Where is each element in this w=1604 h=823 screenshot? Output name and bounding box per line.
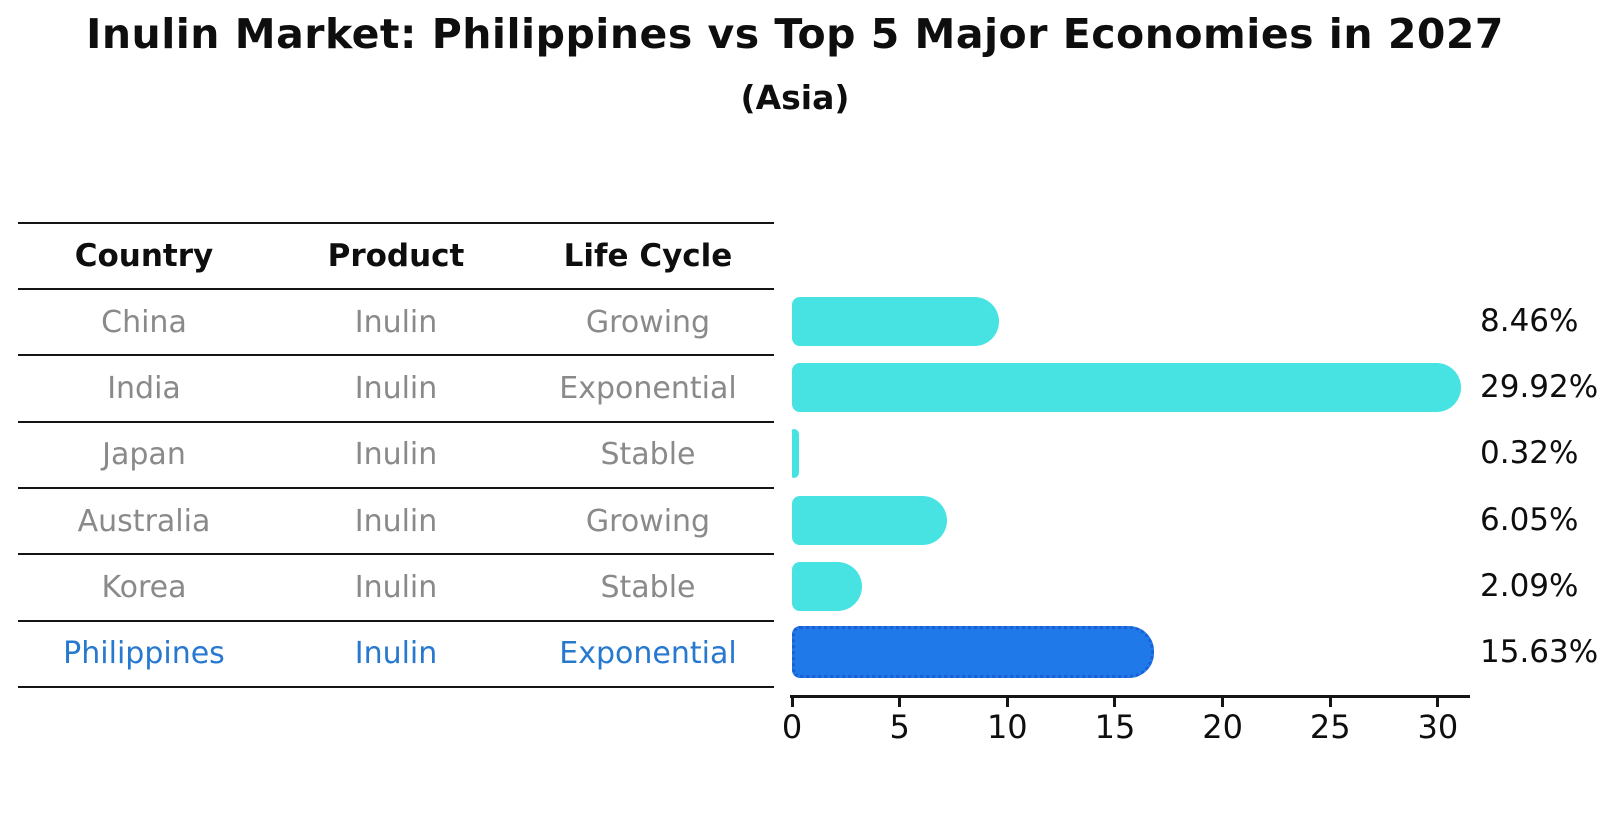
value-label-korea: 2.09%	[1480, 567, 1579, 604]
cell-life_cycle: Stable	[600, 569, 696, 605]
table-row-korea: Korea Inulin Stable	[18, 553, 774, 619]
table-header-product: Product	[327, 238, 465, 274]
value-band-australia: 6.05%	[1480, 487, 1600, 553]
bar-band-japan	[790, 420, 1550, 486]
table-row-japan: Japan Inulin Stable	[18, 420, 774, 487]
cell-product: Inulin	[354, 569, 438, 605]
cell-product: Inulin	[354, 304, 438, 340]
table-row-philippines: Philippines Inulin Exponential	[18, 619, 774, 686]
country-table: Country Product Life Cycle China Inulin Growi…	[18, 222, 774, 688]
bar-band-india	[790, 354, 1550, 420]
bar-japan	[792, 429, 799, 479]
value-band-philippines: 15.63%	[1480, 619, 1600, 685]
cell-product: Inulin	[354, 370, 438, 406]
bar-philippines	[792, 625, 1154, 678]
x-tick-mark-30	[1436, 698, 1440, 707]
cell-life_cycle: Stable	[600, 437, 696, 473]
cell-product: Inulin	[354, 503, 438, 539]
table-header-row: Country Product Life Cycle	[18, 222, 774, 288]
cell-country: Australia	[77, 503, 211, 539]
bar-china	[792, 297, 1000, 346]
bar-band-china	[790, 288, 1550, 354]
x-tick-mark-25	[1328, 698, 1332, 707]
chart-title: Inulin Market: Philippines vs Top 5 Majo…	[86, 10, 1504, 58]
table-row-china: China Inulin Growing	[18, 288, 774, 354]
cell-product: Inulin	[354, 636, 438, 672]
value-labels: 8.46% 29.92% 0.32% 6.05% 2.09% 15.63%	[1480, 288, 1600, 685]
cell-product: Inulin	[354, 437, 438, 473]
x-tick-label-25: 25	[1309, 708, 1351, 746]
x-tick-label-30: 30	[1417, 708, 1459, 746]
x-tick-mark-20	[1221, 698, 1225, 707]
bar-band-korea	[790, 553, 1550, 619]
cell-country: Japan	[102, 437, 186, 473]
x-tick-label-10: 10	[986, 708, 1028, 746]
table-row-india: India Inulin Exponential	[18, 354, 774, 420]
bar-band-philippines	[790, 619, 1550, 685]
value-band-japan: 0.32%	[1480, 420, 1600, 486]
value-band-korea: 2.09%	[1480, 553, 1600, 619]
value-label-japan: 0.32%	[1480, 435, 1579, 472]
table-header-country: Country	[74, 238, 214, 274]
value-band-india: 29.92%	[1480, 354, 1600, 420]
x-tick-mark-0	[790, 698, 794, 707]
cell-country: India	[107, 370, 181, 406]
table-row-australia: Australia Inulin Growing	[18, 487, 774, 553]
x-axis-line	[790, 695, 1470, 698]
chart-subtitle: (Asia)	[740, 78, 850, 117]
value-label-philippines: 15.63%	[1480, 633, 1599, 670]
bar-india	[792, 363, 1462, 413]
x-tick-label-5: 5	[889, 708, 910, 746]
table-header-life-cycle: Life Cycle	[563, 238, 733, 274]
bar-korea	[792, 561, 862, 611]
x-tick-label-20: 20	[1202, 708, 1243, 746]
bar-chart	[790, 288, 1550, 685]
cell-country: Philippines	[63, 636, 225, 672]
cell-country: Korea	[101, 569, 187, 605]
cell-life_cycle: Growing	[585, 304, 711, 340]
cell-country: China	[101, 304, 187, 340]
cell-life_cycle: Growing	[585, 503, 711, 539]
x-tick-mark-10	[1005, 698, 1009, 707]
value-band-china: 8.46%	[1480, 288, 1600, 354]
x-tick-mark-5	[898, 698, 902, 707]
x-tick-label-0: 0	[781, 708, 803, 746]
bar-australia	[792, 495, 948, 545]
value-label-china: 8.46%	[1480, 303, 1579, 340]
bar-band-australia	[790, 487, 1550, 553]
x-tick-label-15: 15	[1094, 708, 1136, 746]
value-label-australia: 6.05%	[1480, 501, 1579, 538]
cell-life_cycle: Exponential	[559, 370, 737, 406]
value-label-india: 29.92%	[1480, 369, 1599, 406]
x-tick-mark-15	[1113, 698, 1117, 707]
cell-life_cycle: Exponential	[559, 636, 737, 672]
